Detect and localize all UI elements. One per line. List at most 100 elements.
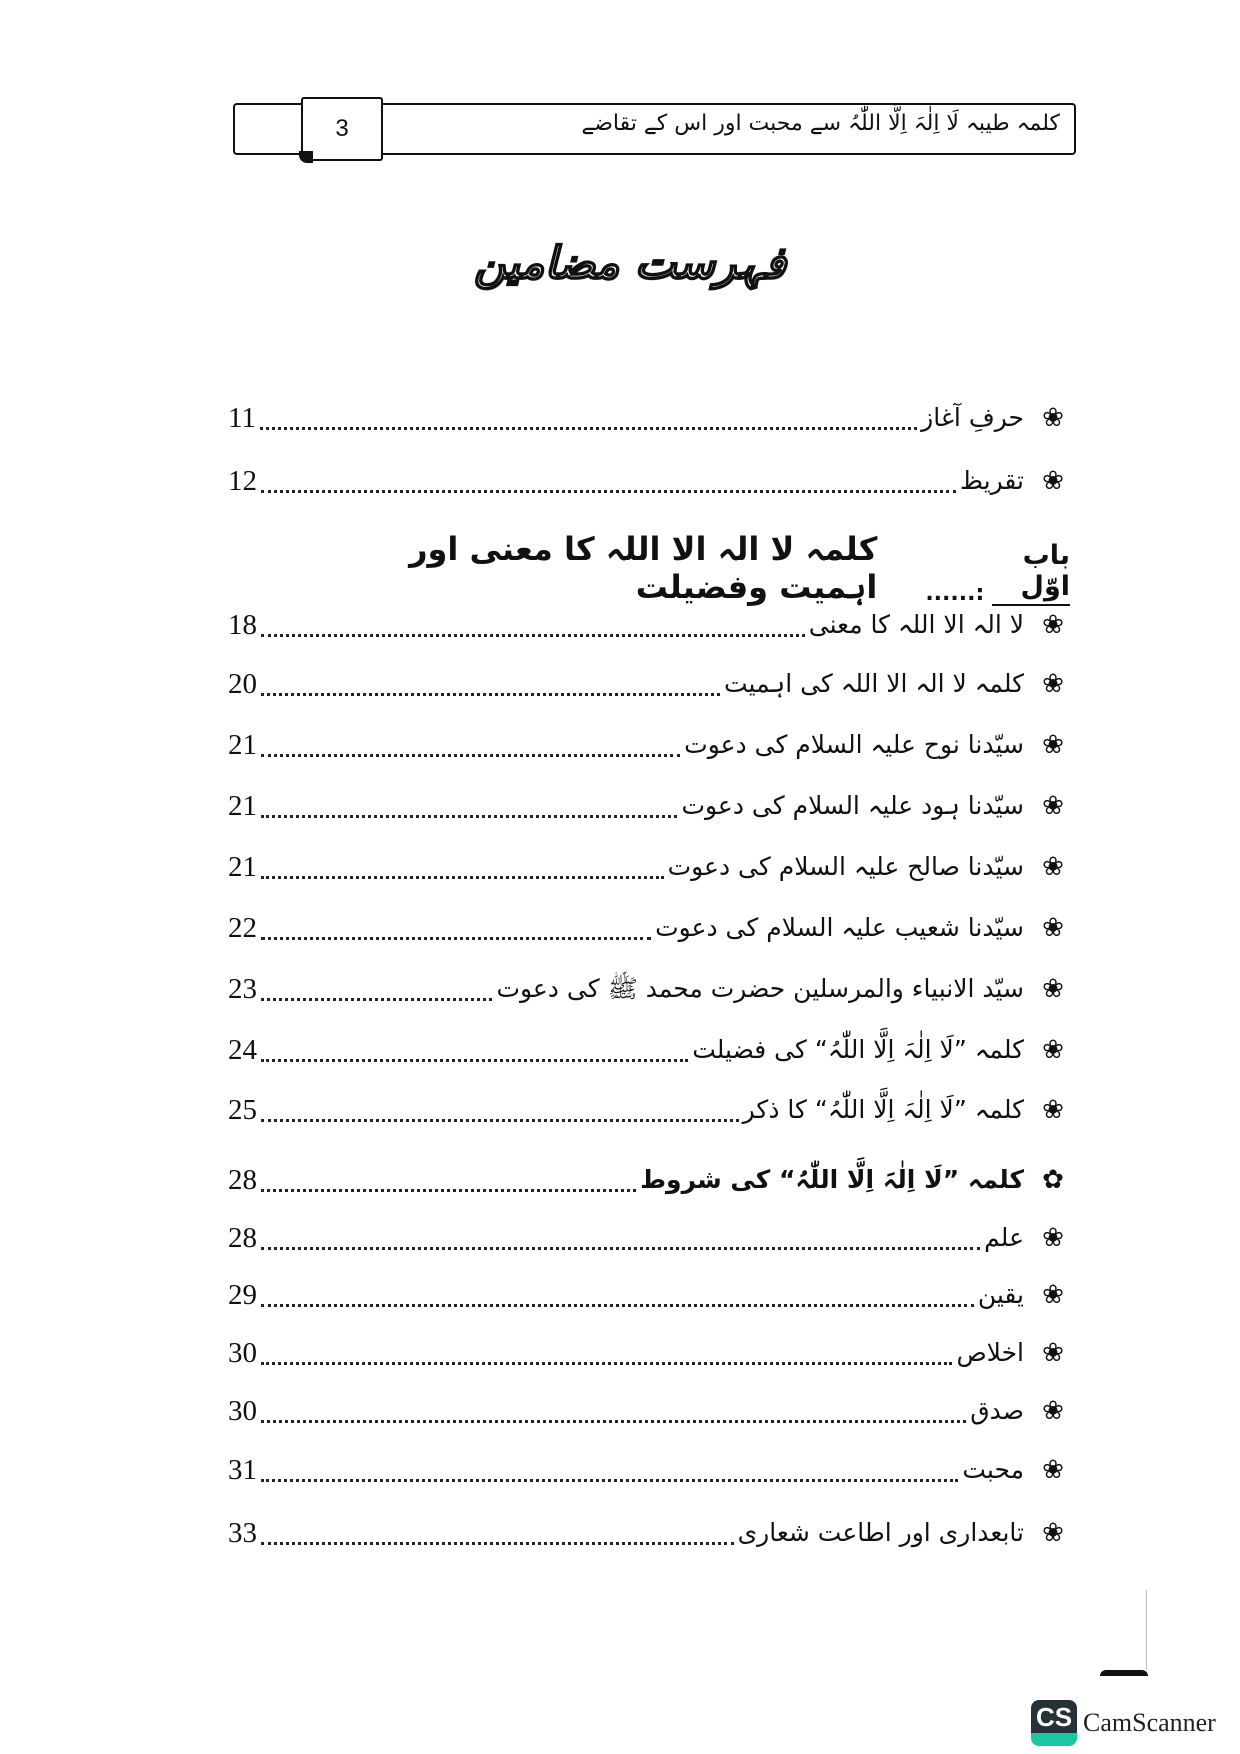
flower-icon: ❀ <box>1042 791 1064 821</box>
toc-entry-page: 31 <box>228 1454 257 1486</box>
camscanner-watermark: CS CamScanner <box>1031 1700 1216 1746</box>
camscanner-logo: CS <box>1031 1700 1077 1746</box>
dot-leader <box>261 490 956 493</box>
chapter-title: کلمہ لا الہ الا اللہ کا معنی اور اہمیت و… <box>409 530 878 606</box>
toc-entry-page: 30 <box>228 1337 257 1369</box>
flower-icon: ❀ <box>1042 730 1064 760</box>
toc-entry-page: 23 <box>228 973 257 1005</box>
toc-entry: ❀ صدق 30 <box>228 1391 1068 1431</box>
flower-icon: ❀ <box>1042 1095 1064 1125</box>
camscanner-text: CamScanner <box>1083 1708 1216 1737</box>
page-edge-mark <box>1100 1670 1148 1676</box>
toc-entry-page: 22 <box>228 912 257 944</box>
flower-icon: ❀ <box>1042 1396 1064 1426</box>
toc-entry-page: 18 <box>228 609 257 641</box>
toc-entry-page: 28 <box>228 1164 257 1196</box>
chapter-heading: باب اوّل :...... کلمہ لا الہ الا اللہ کا… <box>350 530 1070 606</box>
flower-icon: ❀ <box>1042 1223 1064 1253</box>
toc-entry-page: 29 <box>228 1279 257 1311</box>
toc-entry-title: تابعداری اور اطاعت شعاری <box>737 1518 1024 1547</box>
running-title: کلمہ طیبہ لَا اِلٰہَ اِلَّا اللّٰہُ سے م… <box>581 111 1060 136</box>
toc-entry-title: اخلاص <box>956 1338 1024 1367</box>
flower-icon: ❀ <box>1042 1455 1064 1485</box>
toc-entry-title: تقریظ <box>959 466 1024 495</box>
toc-entry: ❀ کلمہ ”لَا اِلٰہَ اِلَّا اللّٰہُ“ کی فضی… <box>228 1030 1068 1070</box>
dot-leader <box>261 998 493 1001</box>
toc-entry-page: 24 <box>228 1034 257 1066</box>
dot-leader <box>261 1304 974 1307</box>
dot-leader <box>261 876 664 879</box>
toc-entry-title: سیّدنا شعیب علیہ السلام کی دعوت <box>655 913 1024 942</box>
toc-entry-page: 21 <box>228 790 257 822</box>
chapter-label: باب اوّل <box>992 540 1070 606</box>
toc-entry-title: لا الہ الا اللہ کا معنی <box>808 610 1024 639</box>
toc-entry: ❀ اخلاص 30 <box>228 1333 1068 1373</box>
toc-entry-title: علم <box>984 1223 1024 1252</box>
toc-entry: ❀ تقریظ 12 <box>228 461 1068 501</box>
page-number-box: 3 <box>299 97 383 163</box>
dot-leader <box>261 815 678 818</box>
dot-leader <box>261 634 805 637</box>
toc-entry: ❀ حرفِ آغاز 11 <box>228 398 1068 438</box>
toc-entry-title: سیّدنا صالح علیہ السلام کی دعوت <box>667 852 1024 881</box>
toc-entry-page: 21 <box>228 851 257 883</box>
toc-entry-title: سیّدنا ہود علیہ السلام کی دعوت <box>681 791 1024 820</box>
flower-icon: ❀ <box>1042 1338 1064 1368</box>
toc-entry-page: 25 <box>228 1094 257 1126</box>
toc-entry: ❀ تابعداری اور اطاعت شعاری 33 <box>228 1513 1068 1553</box>
flower-icon: ❀ <box>1042 913 1064 943</box>
toc-entry-title: سیّد الانبیاء والمرسلین حضرت محمد ﷺ کی د… <box>496 974 1024 1003</box>
toc-entry-title: سیّدنا نوح علیہ السلام کی دعوت <box>684 730 1024 759</box>
dot-leader <box>261 1059 689 1062</box>
toc-entry-title: صدق <box>970 1396 1024 1425</box>
dot-leader <box>261 1119 739 1122</box>
dot-leader <box>261 1479 959 1482</box>
flower-icon: ❀ <box>1042 852 1064 882</box>
page-number: 3 <box>335 115 349 142</box>
toc-entry: ❀ سیّدنا ہود علیہ السلام کی دعوت 21 <box>228 786 1068 826</box>
toc-entry-page: 12 <box>228 465 257 497</box>
toc-entry: ❀ کلمہ ”لَا اِلٰہَ اِلَّا اللّٰہُ“ کا ذکر… <box>228 1090 1068 1130</box>
flower-icon: ❀ <box>1042 974 1064 1004</box>
toc-entry: ❀ یقین 29 <box>228 1275 1068 1315</box>
toc-entry-title: کلمہ ”لَا اِلٰہَ اِلَّا اللّٰہُ“ کی فضیل… <box>692 1035 1024 1064</box>
toc-entry-page: 28 <box>228 1222 257 1254</box>
toc-entry: ❀ سیّد الانبیاء والمرسلین حضرت محمد ﷺ کی … <box>228 969 1068 1009</box>
page-number-corner-ornament <box>299 151 313 163</box>
flower-icon: ❀ <box>1042 1280 1064 1310</box>
flower-icon: ❀ <box>1042 1518 1064 1548</box>
toc-entry: ❀ سیّدنا نوح علیہ السلام کی دعوت 21 <box>228 725 1068 765</box>
page-edge-line <box>1146 1590 1147 1670</box>
toc-entry-page: 21 <box>228 729 257 761</box>
toc-entry-page: 11 <box>228 402 256 434</box>
flower-icon: ❀ <box>1042 610 1064 640</box>
dot-leader <box>261 1247 981 1250</box>
dot-leader <box>261 754 681 757</box>
running-header: 3 کلمہ طیبہ لَا اِلٰہَ اِلَّا اللّٰہُ سے… <box>233 97 1076 163</box>
flower-icon: ❀ <box>1042 403 1064 433</box>
dot-leader <box>261 1362 953 1365</box>
dot-leader <box>261 937 652 940</box>
toc-entry-title: یقین <box>977 1280 1024 1309</box>
toc-entry-title: کلمہ ”لَا اِلٰہَ اِلَّا اللّٰہُ“ کا ذکر <box>742 1095 1024 1124</box>
toc-entry-title: حرفِ آغاز <box>921 403 1024 432</box>
toc-entry-title: کلمہ لا الہ الا اللہ کی اہمیت <box>724 669 1024 698</box>
chapter-separator: :...... <box>925 581 985 606</box>
page-title: فہرست مضامین <box>473 237 787 290</box>
toc-entry-title: کلمہ ”لَا اِلٰہَ اِلَّا اللّٰہُ“ کی شروط <box>640 1165 1024 1194</box>
dot-leader <box>259 427 918 430</box>
flower-icon: ✿ <box>1042 1165 1064 1195</box>
toc-entry-page: 20 <box>228 668 257 700</box>
toc-entry: ❀ محبت 31 <box>228 1450 1068 1490</box>
dot-leader <box>261 1542 734 1545</box>
toc-entry-page: 30 <box>228 1395 257 1427</box>
dot-leader <box>261 1189 637 1192</box>
toc-entry: ❀ کلمہ لا الہ الا اللہ کی اہمیت 20 <box>228 664 1068 704</box>
flower-icon: ❀ <box>1042 466 1064 496</box>
dot-leader <box>261 1420 967 1423</box>
dot-leader <box>261 693 720 696</box>
toc-entry-page: 33 <box>228 1517 257 1549</box>
toc-entry-title: محبت <box>962 1455 1024 1484</box>
flower-icon: ❀ <box>1042 1035 1064 1065</box>
toc-entry: ❀ علم 28 <box>228 1218 1068 1258</box>
